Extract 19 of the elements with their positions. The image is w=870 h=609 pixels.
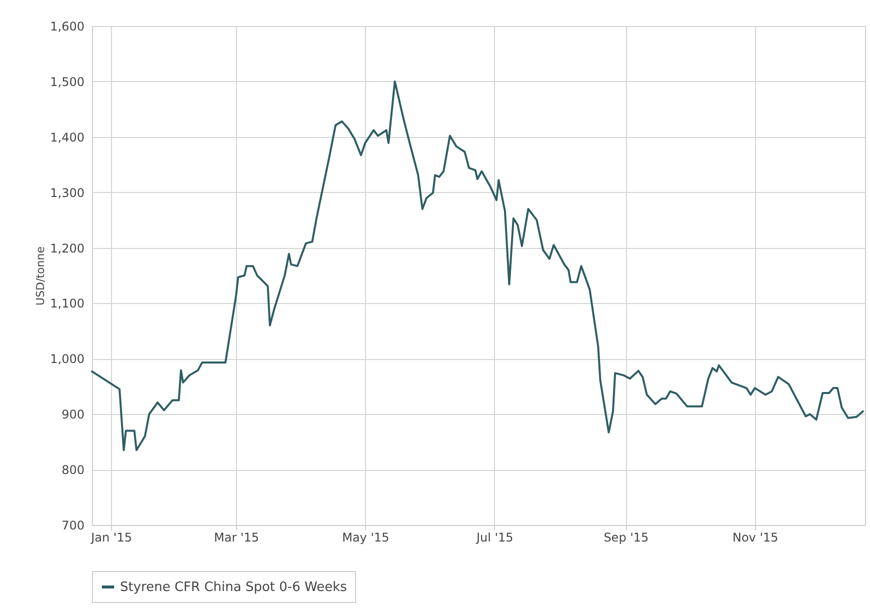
x-tick-label: Nov '15	[732, 530, 778, 544]
legend-label: Styrene CFR China Spot 0-6 Weeks	[120, 580, 348, 595]
y-tick-label: 900	[62, 408, 84, 422]
x-tick-label: Jul '15	[475, 530, 514, 544]
y-tick-label: 1,200	[50, 241, 84, 256]
y-tick-label: 1,300	[50, 186, 84, 200]
y-tick-label: 1,000	[50, 352, 84, 366]
y-tick-label: 1,100	[50, 296, 84, 311]
y-tick-label: 700	[62, 518, 84, 532]
x-tick-label: Sep '15	[604, 530, 649, 544]
y-tick-label: 1,500	[50, 74, 84, 89]
y-tick-label: 1,600	[50, 20, 84, 34]
x-tick-label: Jan '15	[90, 530, 132, 544]
y-tick-label: 800	[62, 463, 84, 478]
line-series	[91, 80, 864, 452]
y-axis-title: USD/tonne	[34, 246, 48, 306]
x-tick-label: May '15	[342, 530, 390, 544]
y-tick-label: 1,400	[50, 130, 84, 144]
x-tick-label: Mar '15	[214, 530, 260, 544]
